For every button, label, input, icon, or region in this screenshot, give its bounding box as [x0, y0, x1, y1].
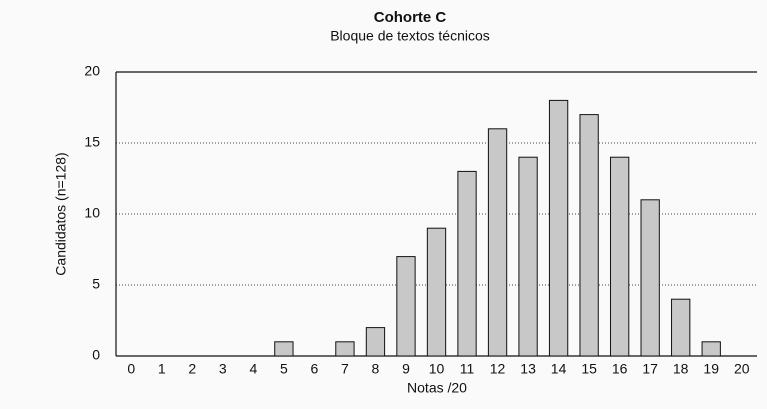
y-tick-label: 10 — [84, 205, 100, 221]
x-tick-label: 9 — [402, 361, 410, 377]
y-tick-label: 20 — [84, 63, 100, 79]
y-tick-label: 0 — [92, 347, 100, 363]
bar — [640, 199, 660, 357]
bar — [579, 114, 599, 357]
bar — [609, 156, 630, 357]
x-tick-label: 8 — [372, 361, 380, 377]
bar — [701, 341, 721, 357]
x-tick-label: 11 — [460, 361, 475, 377]
x-tick-label: 3 — [219, 361, 227, 377]
x-tick-label: 0 — [127, 361, 135, 377]
bar — [274, 341, 294, 357]
bar — [457, 170, 477, 357]
chart-title: Cohorte C — [374, 9, 447, 26]
x-tick-label: 2 — [188, 361, 196, 377]
bar — [396, 256, 416, 357]
bar — [548, 99, 569, 357]
bar — [335, 341, 355, 357]
x-tick-label: 12 — [490, 361, 506, 377]
x-tick-label: 18 — [673, 361, 689, 377]
bar — [671, 298, 691, 357]
chart-subtitle: Bloque de textos técnicos — [330, 28, 490, 44]
bar — [487, 128, 508, 357]
x-axis-label: Notas /20 — [407, 380, 467, 396]
bar — [365, 327, 386, 357]
x-tick-label: 17 — [642, 361, 658, 377]
y-axis-label: Candidatos (n=128) — [53, 152, 69, 275]
bar — [426, 227, 447, 357]
x-tick-label: 6 — [311, 361, 319, 377]
x-tick-label: 1 — [158, 361, 166, 377]
bar — [518, 156, 538, 357]
x-tick-label: 4 — [249, 361, 257, 377]
x-tick-label: 15 — [581, 361, 597, 377]
x-tick-label: 5 — [280, 361, 288, 377]
x-tick-label: 7 — [341, 361, 349, 377]
x-tick-label: 13 — [520, 361, 536, 377]
x-tick-label: 19 — [703, 361, 719, 377]
x-tick-label: 20 — [734, 361, 750, 377]
y-tick-label: 15 — [84, 134, 100, 150]
x-tick-label: 16 — [612, 361, 628, 377]
x-tick-label: 14 — [551, 361, 567, 377]
y-tick-label: 5 — [92, 276, 100, 292]
x-tick-label: 10 — [429, 361, 445, 377]
